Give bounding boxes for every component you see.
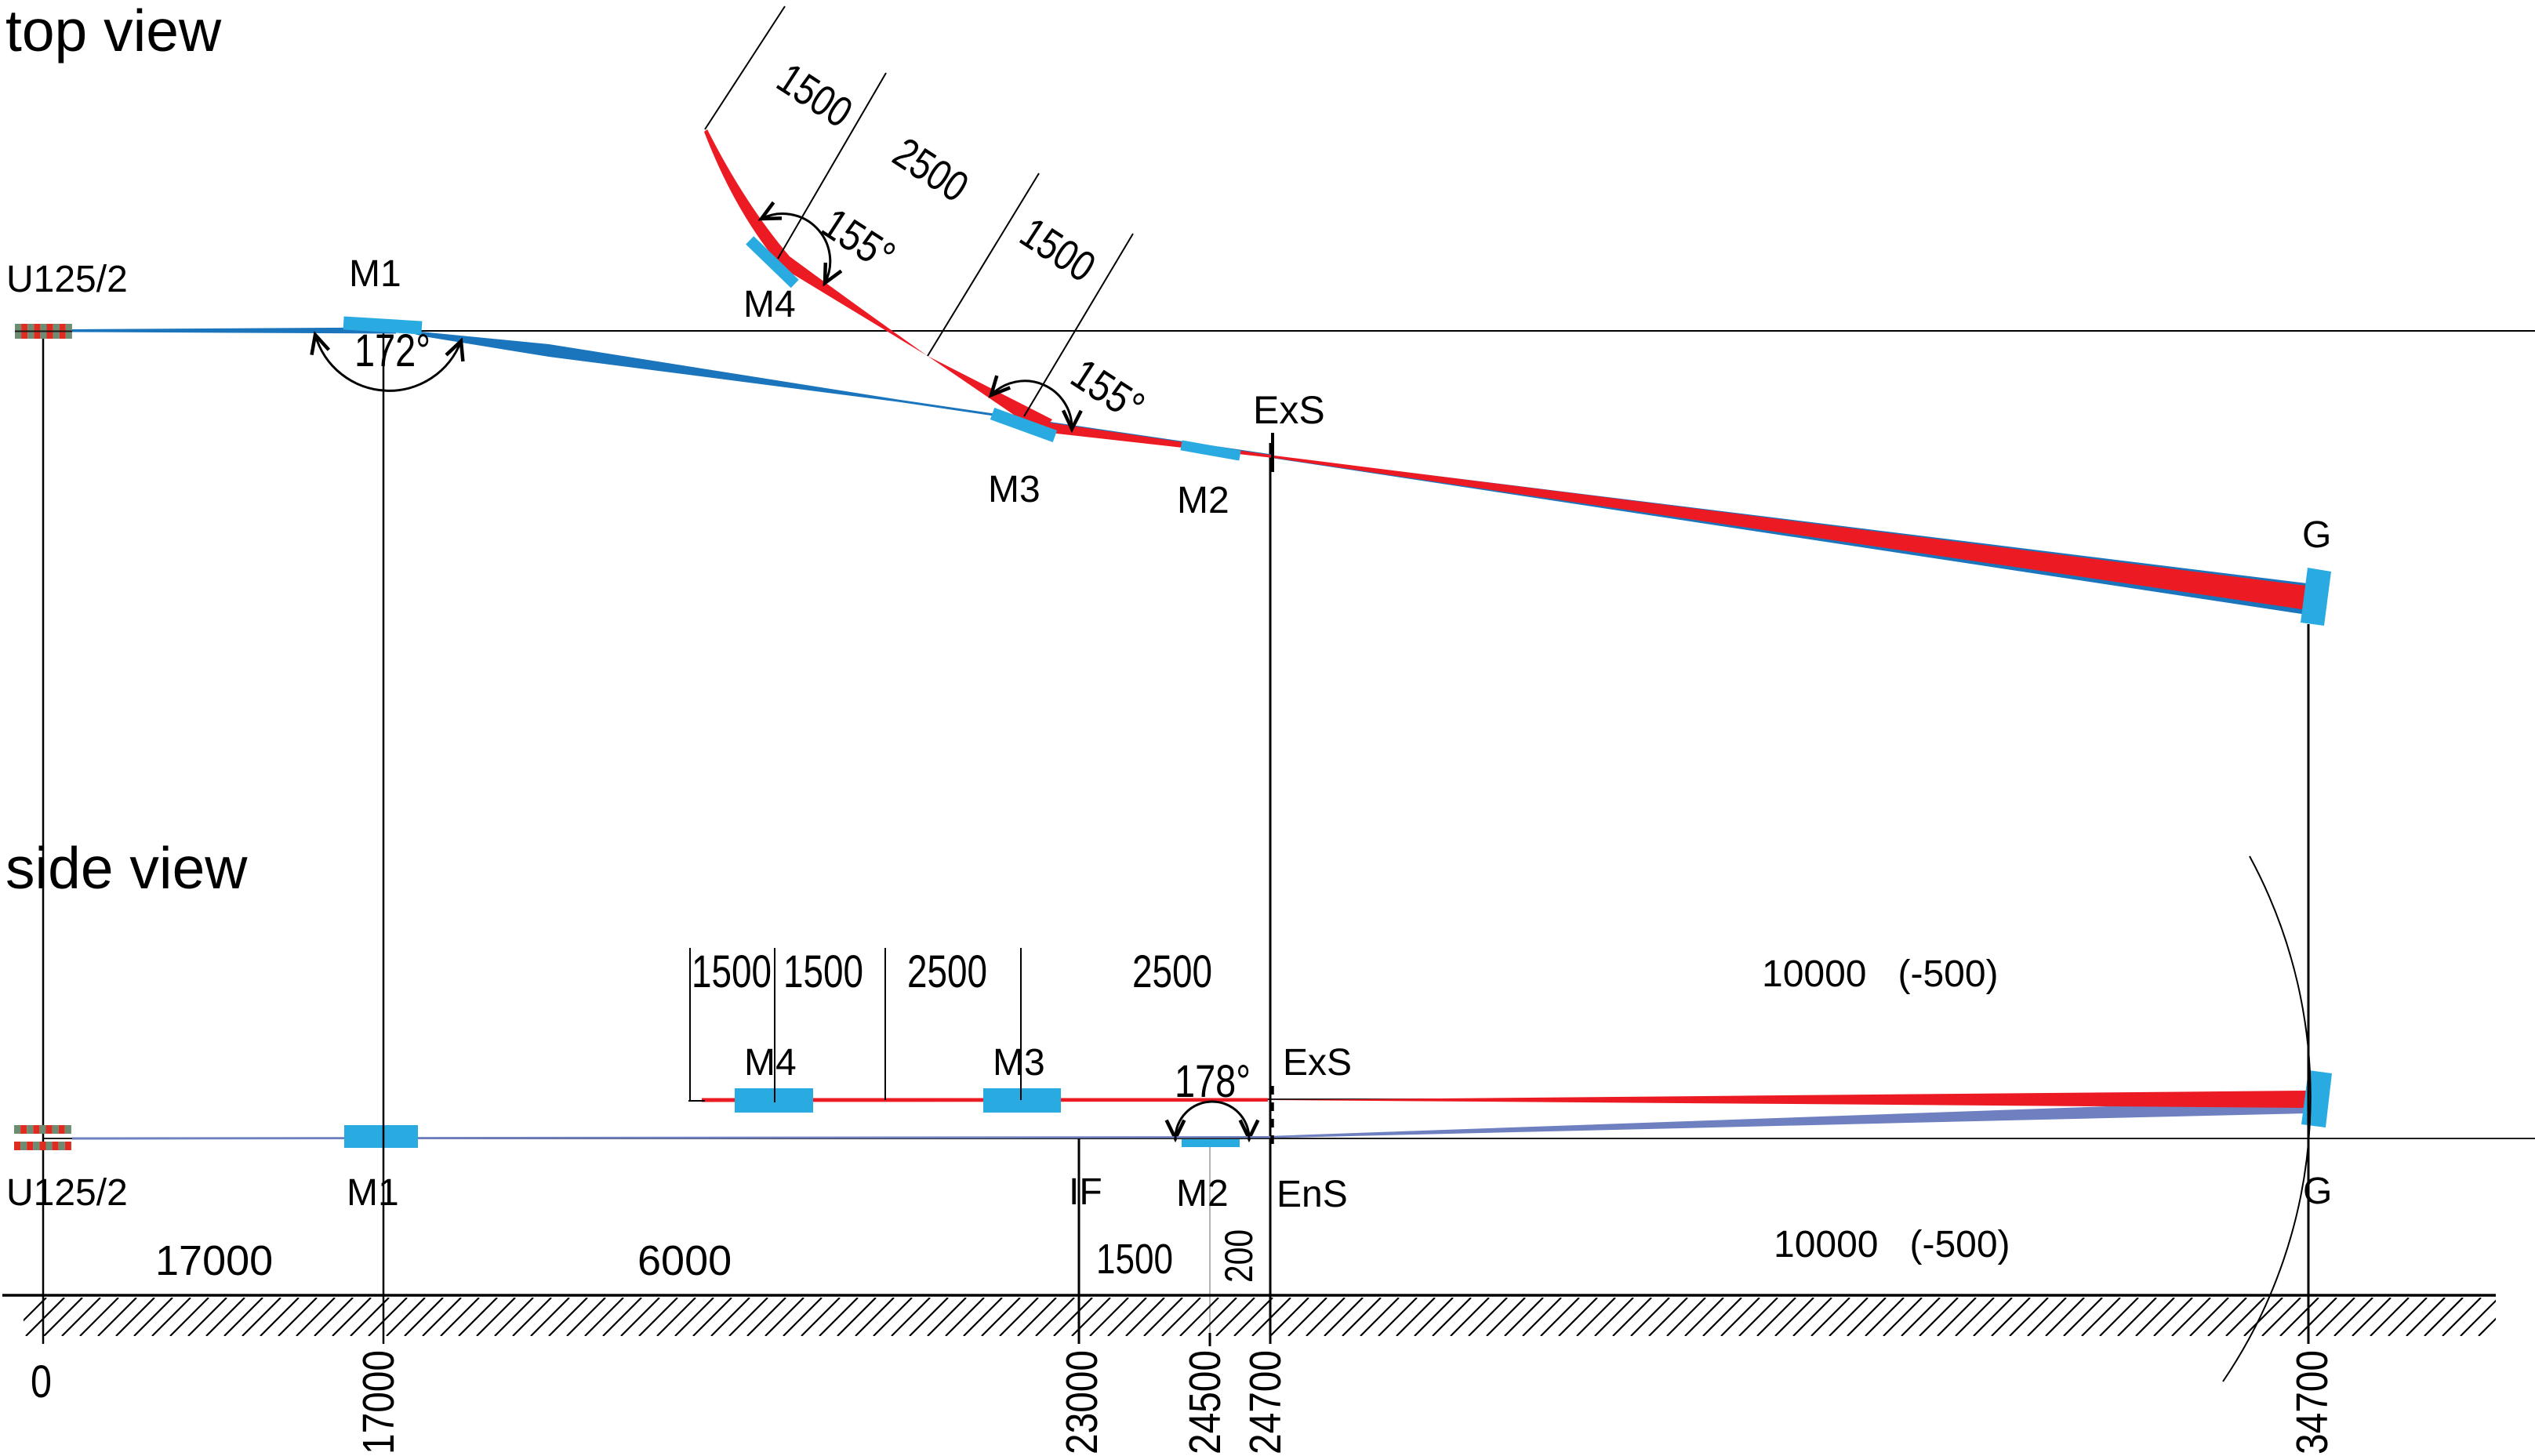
- svg-text:17000: 17000: [155, 1237, 273, 1284]
- svg-text:34700: 34700: [2287, 1350, 2337, 1454]
- svg-text:G: G: [2302, 514, 2331, 556]
- svg-text:172°: 172°: [354, 325, 430, 376]
- svg-text:M3: M3: [993, 1042, 1045, 1084]
- svg-text:2500: 2500: [907, 946, 987, 997]
- svg-text:M2: M2: [1177, 480, 1229, 521]
- svg-text:ExS: ExS: [1253, 388, 1325, 432]
- svg-text:M4: M4: [743, 284, 796, 325]
- svg-text:1500: 1500: [783, 946, 863, 997]
- svg-text:10000 (-500): 10000 (-500): [1774, 1224, 2010, 1265]
- svg-text:10000 (-500): 10000 (-500): [1762, 953, 1999, 995]
- svg-text:M2: M2: [1176, 1173, 1229, 1215]
- svg-text:1500: 1500: [692, 946, 772, 997]
- svg-text:M4: M4: [744, 1042, 797, 1084]
- svg-text:2500: 2500: [1132, 946, 1212, 997]
- svg-text:M1: M1: [347, 1172, 399, 1214]
- svg-text:U125/2: U125/2: [6, 1172, 128, 1214]
- svg-text:24500: 24500: [1180, 1350, 1230, 1454]
- svg-text:0: 0: [31, 1356, 52, 1407]
- svg-text:U125/2: U125/2: [6, 259, 128, 300]
- svg-text:23000: 23000: [1057, 1350, 1107, 1454]
- svg-text:M1: M1: [349, 253, 401, 295]
- svg-text:17000: 17000: [354, 1350, 404, 1454]
- svg-text:24700: 24700: [1240, 1350, 1291, 1454]
- svg-text:G: G: [2303, 1171, 2332, 1212]
- svg-text:IF: IF: [1069, 1171, 1102, 1213]
- svg-text:1500: 1500: [1096, 1236, 1173, 1283]
- svg-text:178°: 178°: [1175, 1056, 1251, 1107]
- svg-text:top view: top view: [5, 0, 222, 64]
- svg-text:200: 200: [1217, 1229, 1261, 1283]
- svg-text:EnS: EnS: [1277, 1174, 1348, 1215]
- svg-text:ExS: ExS: [1283, 1042, 1352, 1084]
- svg-text:M3: M3: [988, 469, 1041, 510]
- svg-text:6000: 6000: [637, 1237, 732, 1284]
- svg-text:side view: side view: [5, 835, 248, 901]
